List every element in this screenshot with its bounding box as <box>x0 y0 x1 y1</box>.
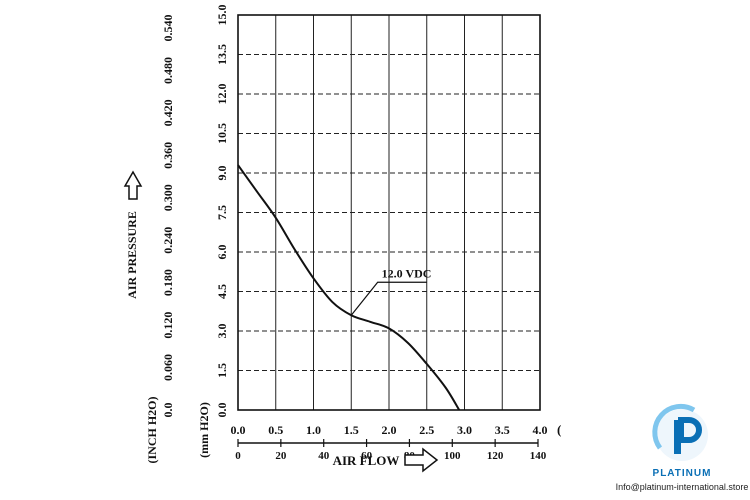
x-top-tick-label: 1.5 <box>344 423 359 437</box>
x-top-tick-label: 1.0 <box>306 423 321 437</box>
x-bottom-tick-label: 40 <box>318 450 330 462</box>
x-top-tick-label: 3.5 <box>495 423 510 437</box>
plot-frame <box>237 14 541 447</box>
y-mm-tick-label: 6.0 <box>215 245 229 260</box>
y-inch-tick-label: 0.420 <box>161 99 175 126</box>
y-mm-tick-label: 12.0 <box>215 84 229 105</box>
series-label: 12.0 VDC <box>382 266 432 280</box>
x-bottom-tick-label: 60 <box>361 450 373 462</box>
y-mm-tick-label: 13.5 <box>215 44 229 65</box>
x-bottom-tick-label: 100 <box>444 450 461 462</box>
logo-arc <box>652 403 696 450</box>
y-mm-tick-label: 1.5 <box>215 363 229 378</box>
y-inch-tick-label: 0.240 <box>161 227 175 254</box>
brand-logo <box>652 403 708 461</box>
y-inch-tick-label: 0.480 <box>161 57 175 84</box>
series-line <box>237 164 461 411</box>
y-mm-tick-label: 15.0 <box>215 5 229 26</box>
x-top-tick-label: 2.5 <box>419 423 434 437</box>
x-bottom-tick-label: 20 <box>275 450 287 462</box>
y-inch-tick-label: 0.060 <box>161 354 175 381</box>
series-label-leader <box>350 281 427 316</box>
x-top-tick-label: 3.0 <box>457 423 472 437</box>
x-top-tick-label: 0.5 <box>268 423 283 437</box>
labels: 0.0 1.5 3.0 4.5 6.0 7.5 9.0 10.5 12.0 13.5 15.0 0.0… <box>161 5 548 463</box>
x-bottom-tick-label: 0 <box>235 450 241 462</box>
x-axis-label: AIR FLOW <box>333 453 400 468</box>
x-top-tick-label: 2.0 <box>382 423 397 437</box>
y-inch-tick-label: 0.360 <box>161 142 175 169</box>
brand-email: Info@platinum-international.store <box>616 482 749 492</box>
y-mm-tick-label: 7.5 <box>215 205 229 220</box>
y-inch-tick-label: 0.120 <box>161 312 175 339</box>
x-unit-label: ( <box>557 422 561 437</box>
up-arrow-icon <box>123 170 143 200</box>
y-mm-tick-label: 9.0 <box>215 166 229 181</box>
logo-p-bowl <box>678 417 702 443</box>
y-inch-tick-label: 0.300 <box>161 184 175 211</box>
y-mm-tick-label: 0.0 <box>215 403 229 418</box>
brand-name: PLATINUM <box>653 468 712 479</box>
y-mm-tick-label: 10.5 <box>215 123 229 144</box>
curve-layer <box>237 164 461 411</box>
logo-p-stem <box>674 420 681 454</box>
x-top-tick-label: 0.0 <box>231 423 246 437</box>
x-bottom-tick-label: 120 <box>487 450 504 462</box>
x-bottom-tick-label: 140 <box>530 450 547 462</box>
x-top-tick-label: 4.0 <box>533 423 548 437</box>
y-inch-tick-label: 0.180 <box>161 269 175 296</box>
y-mm-tick-label: 3.0 <box>215 324 229 339</box>
y-axis-label: AIR PRESSURE <box>125 211 139 299</box>
y-unit-inch-label: (INCH H2O) <box>145 397 159 464</box>
y-inch-tick-label: 0.0 <box>161 403 175 418</box>
y-mm-tick-label: 4.5 <box>215 284 229 299</box>
grid <box>238 15 540 410</box>
plot-border <box>237 14 541 411</box>
y-unit-mm-label: (mm H2O) <box>197 402 211 458</box>
y-inch-tick-label: 0.540 <box>161 15 175 42</box>
right-arrow-icon <box>404 447 439 473</box>
